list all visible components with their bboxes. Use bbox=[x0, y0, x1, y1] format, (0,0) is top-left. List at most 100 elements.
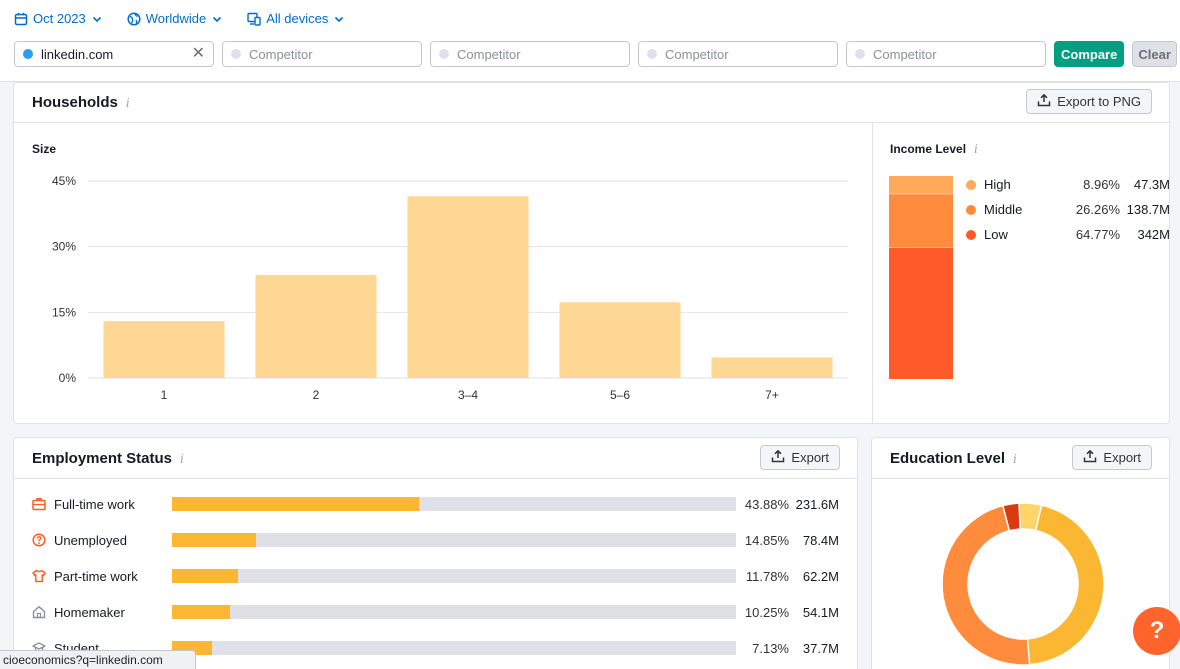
compare-button[interactable]: Compare bbox=[1054, 41, 1125, 67]
chevron-down-icon bbox=[333, 13, 345, 25]
info-icon[interactable]: i bbox=[974, 142, 978, 156]
info-icon[interactable]: i bbox=[125, 95, 130, 110]
education-export-button[interactable]: Export bbox=[1072, 445, 1152, 470]
shirt-icon bbox=[32, 569, 46, 583]
employment-count: 78.4M bbox=[802, 532, 839, 548]
employment-count: 37.7M bbox=[802, 640, 839, 656]
primary-domain-input[interactable]: linkedin.com ✕ bbox=[14, 41, 214, 67]
x-tick-label: 2 bbox=[313, 388, 320, 402]
income-segment-middle bbox=[889, 194, 953, 248]
income-legend-row-middle: Middle 26.26% 138.7M bbox=[966, 202, 1170, 217]
globe-icon bbox=[127, 11, 141, 26]
status-bar-url: cioeconomics?q=linkedin.com bbox=[0, 650, 196, 669]
size-bar bbox=[255, 275, 377, 378]
employment-row: Homemaker 10.25% 54.1M bbox=[32, 603, 839, 621]
employment-bar-track bbox=[172, 533, 736, 547]
employment-row: Part-time work 11.78% 62.2M bbox=[32, 567, 839, 585]
help-button[interactable]: ? bbox=[1133, 607, 1180, 655]
device-filter[interactable]: All devices bbox=[247, 11, 345, 26]
chevron-down-icon bbox=[211, 13, 223, 25]
legend-percent: 26.26% bbox=[1075, 202, 1120, 217]
competitor-placeholder: Competitor bbox=[457, 46, 521, 62]
employment-bar-track bbox=[172, 641, 736, 655]
competitor-placeholder: Competitor bbox=[873, 46, 937, 62]
education-donut-chart bbox=[942, 503, 1104, 665]
education-card-header: Education Level i Export bbox=[872, 438, 1169, 479]
export-label: Export bbox=[791, 450, 829, 465]
upload-icon bbox=[1083, 449, 1097, 466]
x-tick-label: 5–6 bbox=[610, 388, 630, 402]
employment-percent: 7.13% bbox=[752, 640, 789, 656]
employment-label: Full-time work bbox=[54, 496, 135, 512]
donut-segment-3 bbox=[1001, 503, 1022, 532]
devices-icon bbox=[247, 12, 261, 26]
households-title-text: Households bbox=[32, 94, 118, 111]
donut-segment-1 bbox=[1026, 504, 1104, 665]
competitor-color-dot bbox=[439, 49, 449, 59]
date-filter[interactable]: Oct 2023 bbox=[14, 11, 103, 26]
size-label: Size bbox=[32, 142, 57, 156]
date-filter-label: Oct 2023 bbox=[33, 11, 86, 26]
legend-count: 342M bbox=[1137, 227, 1170, 242]
employment-count: 231.6M bbox=[795, 496, 839, 512]
competitor-placeholder: Competitor bbox=[665, 46, 729, 62]
households-card-header: Households i Export to PNG bbox=[14, 83, 1169, 123]
education-title-text: Education Level bbox=[890, 450, 1006, 467]
clear-button[interactable]: Clear bbox=[1132, 41, 1177, 67]
clear-input-icon[interactable]: ✕ bbox=[191, 45, 205, 62]
competitor-color-dot bbox=[855, 49, 865, 59]
employment-bar-track bbox=[172, 497, 736, 511]
employment-percent: 11.78% bbox=[745, 568, 789, 584]
device-filter-label: All devices bbox=[266, 11, 329, 26]
employment-bar-track bbox=[172, 569, 736, 583]
legend-name: Middle bbox=[984, 202, 1023, 217]
size-bar bbox=[559, 302, 681, 378]
info-icon[interactable]: i bbox=[180, 451, 184, 466]
employment-export-button[interactable]: Export bbox=[760, 445, 840, 470]
education-level-card: Education Level i Export bbox=[871, 437, 1170, 669]
income-stacked-bar bbox=[889, 176, 953, 379]
employment-bar-fill bbox=[172, 533, 256, 547]
primary-domain-value: linkedin.com bbox=[41, 46, 114, 62]
income-segment-high bbox=[889, 176, 953, 195]
employment-bar-track bbox=[172, 605, 736, 619]
donut-segment-2 bbox=[942, 504, 1031, 665]
competitor-color-dot bbox=[231, 49, 241, 59]
legend-dot bbox=[966, 179, 976, 190]
size-chart-bars bbox=[103, 196, 833, 378]
size-bar bbox=[103, 321, 225, 378]
competitor-input-2[interactable]: Competitor bbox=[430, 41, 630, 67]
export-png-button[interactable]: Export to PNG bbox=[1026, 89, 1152, 114]
employment-count: 54.1M bbox=[802, 604, 839, 620]
y-tick-label: 0% bbox=[59, 371, 77, 385]
employment-label: Part-time work bbox=[54, 568, 138, 584]
question-circle-icon bbox=[32, 533, 46, 547]
region-filter[interactable]: Worldwide bbox=[127, 11, 223, 26]
income-legend-row-high: High 8.96% 47.3M bbox=[966, 177, 1170, 192]
top-filter-bar: Oct 2023 Worldwide All devices linkedin.… bbox=[0, 0, 1180, 82]
export-label: Export bbox=[1103, 450, 1141, 465]
employment-row: Unemployed 14.85% 78.4M bbox=[32, 531, 839, 549]
size-bar bbox=[711, 357, 833, 378]
income-level-label: Income Level i bbox=[890, 142, 978, 156]
filters-row: Oct 2023 Worldwide All devices bbox=[14, 11, 345, 26]
primary-color-dot bbox=[23, 49, 33, 59]
employment-title-text: Employment Status bbox=[32, 450, 173, 467]
domain-inputs-row: linkedin.com ✕ Competitor Competitor Com… bbox=[14, 41, 1177, 67]
legend-percent: 64.77% bbox=[1075, 227, 1120, 242]
competitor-input-4[interactable]: Competitor bbox=[846, 41, 1046, 67]
competitor-input-1[interactable]: Competitor bbox=[222, 41, 422, 67]
y-tick-label: 30% bbox=[52, 240, 76, 254]
households-divider bbox=[872, 123, 873, 423]
x-tick-label: 3–4 bbox=[458, 388, 478, 402]
legend-count: 138.7M bbox=[1126, 202, 1170, 217]
income-level-text: Income Level bbox=[890, 142, 967, 156]
employment-card-header: Employment Status i Export bbox=[14, 438, 857, 479]
competitor-input-3[interactable]: Competitor bbox=[638, 41, 838, 67]
legend-dot bbox=[966, 204, 976, 215]
employment-count: 62.2M bbox=[802, 568, 839, 584]
region-filter-label: Worldwide bbox=[145, 11, 207, 26]
info-icon[interactable]: i bbox=[1013, 451, 1017, 466]
employment-label: Unemployed bbox=[54, 532, 127, 548]
